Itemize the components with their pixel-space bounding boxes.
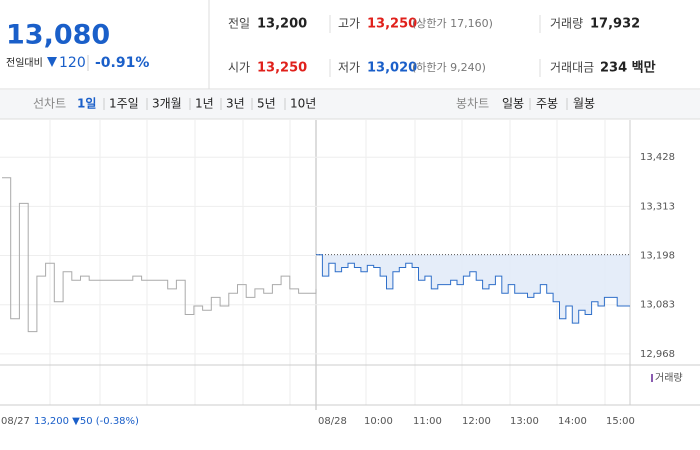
stat-note: (하한가 9,240) — [412, 60, 486, 74]
stat-value: 13,200 — [257, 17, 307, 32]
tab[interactable]: 1주일 — [109, 97, 139, 111]
stat-note: (상한가 17,160) — [412, 17, 493, 30]
tab-bar — [0, 90, 700, 119]
stat-value: 234 백만 — [600, 60, 656, 76]
tab[interactable]: 주봉 — [536, 97, 558, 111]
tab[interactable]: 1년 — [195, 97, 214, 111]
y-tick-label: 13,198 — [640, 251, 675, 262]
tab[interactable]: 3개월 — [152, 97, 182, 111]
x-tick-label: 15:00 — [606, 416, 635, 427]
line — [316, 254, 630, 324]
day-label: 08/28 — [318, 416, 347, 427]
tab[interactable]: 3년 — [226, 97, 245, 111]
x-tick-label: 10:00 — [364, 416, 393, 427]
stat-value: 17,932 — [590, 17, 640, 32]
day-label: 08/27 — [1, 416, 30, 427]
stat-label: 시가 — [228, 61, 250, 75]
chart: 13,428 13,313 13,198 13,083 12,968 거래량 08/27 13… — [0, 120, 700, 427]
prev-summary: 13,200 ▼50 (-0.38%) — [34, 416, 139, 427]
tab[interactable]: 5년 — [257, 97, 276, 111]
x-tick-label: 14:00 — [558, 416, 587, 427]
x-tick-label: 11:00 — [413, 416, 442, 427]
y-tick-label: 13,083 — [640, 300, 675, 311]
stat-label: 고가 — [338, 17, 360, 31]
stat-label: 저가 — [338, 61, 360, 75]
tab[interactable]: 월봉 — [573, 97, 595, 111]
line — [2, 177, 317, 333]
stat-label: 거래량 — [550, 17, 583, 31]
tab-group-label: 선차트 — [33, 97, 66, 111]
y-tick-label: 12,968 — [640, 349, 675, 360]
stat-value: 13,250 — [257, 61, 307, 76]
stat-label: 전일 — [228, 17, 250, 31]
tab-group-label: 봉차트 — [456, 97, 489, 111]
y-tick-label: 13,313 — [640, 201, 675, 212]
change: 120 — [59, 55, 86, 71]
tabs: 선차트 1일 1주일 3개월 1년 3년 5년 10년 봉차트 일봉 주봉 월봉 — [33, 97, 595, 111]
tab[interactable]: 일봉 — [502, 97, 524, 111]
y-tick-label: 13,428 — [640, 152, 675, 163]
legend-swatch — [651, 374, 653, 382]
x-tick-label: 13:00 — [510, 416, 539, 427]
x-tick-label: 12:00 — [462, 416, 491, 427]
tab[interactable]: 10년 — [290, 97, 316, 111]
down-arrow — [47, 57, 57, 67]
stat-value: 13,250 — [367, 17, 417, 32]
price: 13,080 — [6, 20, 110, 51]
area — [316, 254, 630, 324]
change-pct: -0.91% — [95, 55, 149, 71]
volume-legend: 거래량 — [655, 372, 683, 384]
change-label: 전일대비 — [6, 57, 43, 69]
stat-value: 13,020 — [367, 61, 417, 76]
stat-label: 거래대금 — [550, 61, 594, 75]
tab[interactable]: 1일 — [77, 97, 96, 111]
